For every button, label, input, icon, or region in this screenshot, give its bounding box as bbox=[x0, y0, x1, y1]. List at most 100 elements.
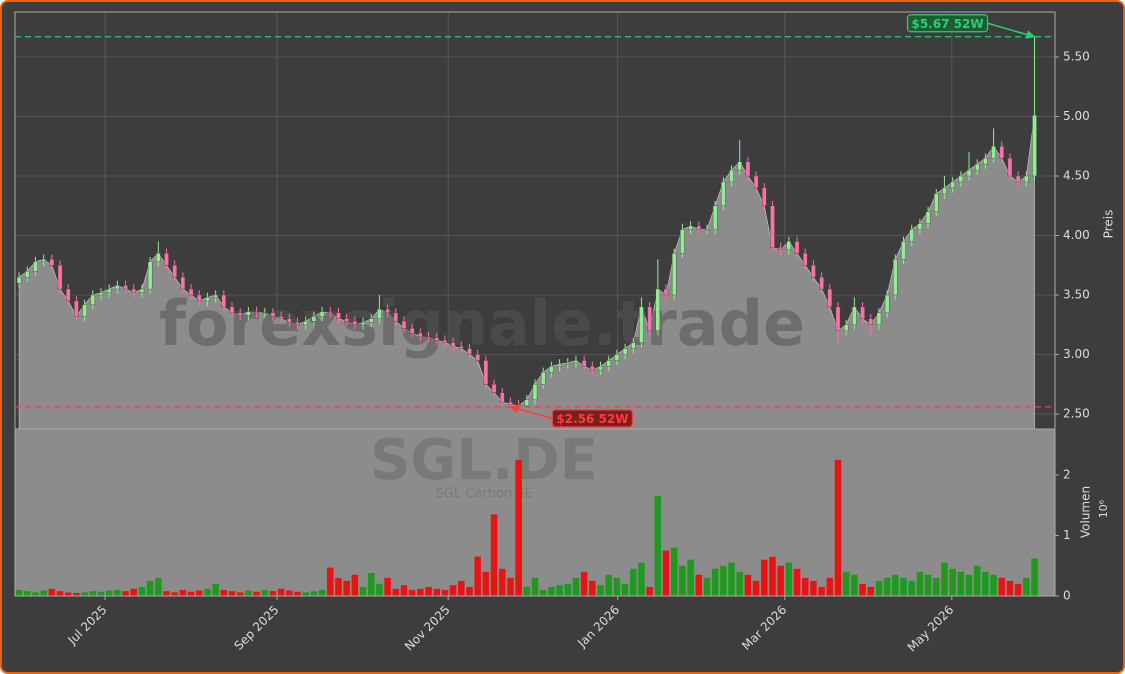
x-tick-label: May 2026 bbox=[905, 603, 957, 655]
candle-body bbox=[401, 320, 407, 329]
candle-body bbox=[450, 342, 456, 347]
volume-bar bbox=[343, 580, 350, 596]
candle-body bbox=[467, 348, 472, 355]
volume-bar bbox=[458, 580, 465, 596]
volume-bar bbox=[842, 571, 850, 596]
candle-body bbox=[139, 288, 145, 293]
candle-body bbox=[360, 322, 366, 325]
candle-body bbox=[368, 318, 374, 323]
volume-bar bbox=[48, 588, 56, 596]
volume-bar bbox=[220, 589, 228, 596]
volume-bar bbox=[24, 591, 31, 596]
volume-bar bbox=[924, 574, 932, 596]
candle-body bbox=[590, 366, 595, 371]
volume-bar bbox=[957, 571, 965, 596]
candle-body bbox=[1007, 157, 1013, 177]
candle-body bbox=[737, 161, 742, 171]
candle-body bbox=[680, 229, 685, 254]
volume-bar bbox=[146, 580, 154, 596]
volume-bar bbox=[245, 590, 252, 596]
volume-axis-label: Volumen bbox=[1079, 486, 1093, 538]
volume-bar bbox=[114, 589, 121, 596]
y-tick-label: 4.00 bbox=[1063, 228, 1090, 242]
candle-body bbox=[598, 366, 603, 371]
volume-panel bbox=[15, 429, 1055, 596]
candle-body bbox=[934, 193, 939, 212]
x-tick-label: Nov 2025 bbox=[402, 603, 453, 654]
candle-body bbox=[213, 294, 218, 298]
volume-bar bbox=[728, 562, 735, 596]
y-tick-label: 3.00 bbox=[1063, 347, 1090, 361]
volume-bar bbox=[711, 568, 719, 596]
candle-body bbox=[483, 360, 489, 385]
candle-body bbox=[835, 306, 841, 331]
volume-bar bbox=[89, 591, 97, 596]
candle-body bbox=[278, 316, 284, 319]
candle-body bbox=[631, 342, 636, 349]
volume-bar bbox=[801, 577, 809, 596]
candle-body bbox=[917, 223, 923, 230]
candle-body bbox=[647, 306, 652, 331]
candle-body bbox=[770, 205, 775, 248]
candle-body bbox=[352, 320, 358, 325]
volume-bar bbox=[449, 585, 457, 596]
candle-body bbox=[622, 348, 628, 355]
volume-bar bbox=[613, 577, 621, 596]
x-tick-label: Jan 2026 bbox=[574, 603, 622, 651]
volume-bar bbox=[597, 585, 604, 596]
candle-body bbox=[197, 294, 202, 302]
candle-body bbox=[516, 404, 521, 406]
volume-bar bbox=[212, 583, 219, 596]
volume-bar bbox=[1014, 583, 1022, 596]
volume-bar bbox=[187, 591, 195, 596]
volume-bar bbox=[564, 583, 572, 596]
candle-body bbox=[377, 309, 382, 319]
candle-body bbox=[843, 324, 849, 331]
candle-body bbox=[1032, 115, 1037, 177]
volume-bar bbox=[531, 577, 539, 596]
candle-body bbox=[884, 294, 890, 314]
candle-body bbox=[671, 253, 677, 296]
volume-bar bbox=[1006, 580, 1014, 596]
volume-bar bbox=[916, 571, 924, 596]
candle-body bbox=[991, 146, 996, 159]
candle-body bbox=[663, 288, 669, 296]
candle-body bbox=[974, 163, 980, 171]
volume-bar bbox=[130, 588, 138, 596]
volume-bar bbox=[310, 591, 318, 596]
volume-bar bbox=[982, 571, 989, 596]
volume-bar bbox=[875, 580, 883, 596]
volume-tick-label: 1 bbox=[1063, 528, 1071, 542]
candle-body bbox=[311, 316, 317, 322]
volume-bar bbox=[744, 574, 752, 596]
volume-bar bbox=[507, 577, 514, 596]
volume-bar bbox=[720, 565, 727, 596]
candle-body bbox=[74, 300, 79, 317]
candle-body bbox=[344, 318, 349, 322]
volume-bar bbox=[376, 583, 383, 596]
volume-bar bbox=[327, 567, 334, 596]
candle-body bbox=[925, 211, 931, 224]
candle-body bbox=[762, 187, 767, 206]
candle-body bbox=[65, 288, 71, 302]
candle-body bbox=[811, 265, 816, 278]
volume-bar bbox=[548, 586, 555, 596]
candle-body bbox=[82, 304, 87, 317]
candle-body bbox=[696, 225, 702, 230]
candle-body bbox=[385, 309, 390, 314]
candle-body bbox=[499, 392, 505, 403]
candle-body bbox=[90, 294, 96, 305]
y-tick-label: 5.50 bbox=[1063, 49, 1090, 63]
y-tick-label: 5.00 bbox=[1063, 109, 1090, 123]
candle-body bbox=[540, 372, 546, 385]
candle-body bbox=[25, 270, 30, 278]
volume-bar bbox=[32, 592, 39, 596]
volume-bar bbox=[56, 591, 64, 596]
candle-body bbox=[16, 276, 22, 284]
candle-body bbox=[999, 146, 1005, 159]
volume-bar bbox=[679, 565, 686, 596]
volume-bar bbox=[752, 580, 760, 596]
volume-unit: 10⁶ bbox=[1097, 499, 1110, 518]
annotation-arrow bbox=[987, 22, 1036, 39]
